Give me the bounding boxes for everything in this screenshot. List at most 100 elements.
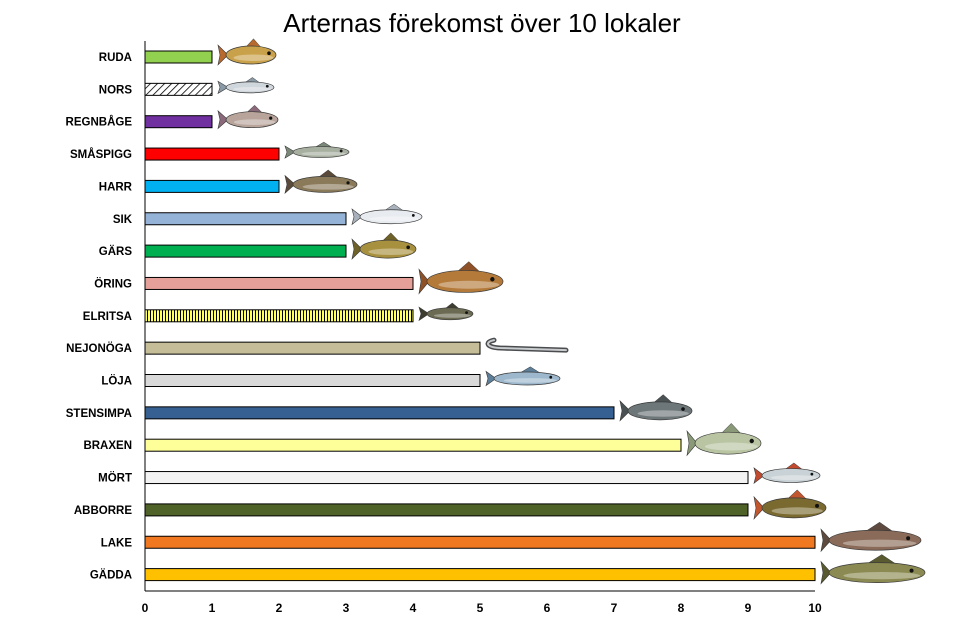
category-label: ELRITSA: [83, 311, 132, 323]
fish-eye: [339, 149, 343, 153]
bar-gädda: [144, 568, 816, 582]
fish-eye: [549, 375, 553, 379]
x-tick-label: 4: [410, 601, 417, 615]
bar-löja: [144, 374, 481, 387]
burbot-icon: [820, 521, 922, 553]
fish-eye: [346, 181, 350, 185]
bar-stensimpa: [144, 406, 615, 420]
fish-belly: [302, 183, 354, 190]
fish-body: [426, 307, 474, 321]
fish-eye: [265, 84, 269, 88]
x-tick-labels: 0 1 2 3 4 5 6 7 8 9 10: [142, 601, 822, 615]
fish-body: [493, 371, 561, 386]
ruffe-icon: [351, 232, 417, 260]
fish-body: [828, 562, 926, 583]
fish-eye: [909, 568, 914, 573]
category-label: GÄRS: [99, 245, 133, 258]
fish-tail: [284, 145, 296, 159]
category-label: ÖRING: [94, 277, 132, 290]
fish-eye: [815, 503, 820, 508]
fish-belly: [770, 475, 818, 481]
category-label: NORS: [99, 84, 133, 96]
category-label: BRAXEN: [83, 440, 132, 452]
fish-belly: [704, 442, 758, 451]
bleak-icon: [485, 366, 561, 387]
fish-body: [761, 468, 821, 483]
bar-mört: [144, 471, 749, 485]
category-label: ABBORRE: [74, 505, 132, 517]
chart-title: Arternas förekomst över 10 lokaler: [283, 8, 681, 38]
x-tick-label: 2: [276, 601, 283, 615]
category-label: LAKE: [101, 537, 133, 549]
category-labels: RUDA NORS REGNBÅGE SMÅSPIGG HARR SIK GÄRS ÖRING…: [66, 52, 133, 582]
bar-elritsa: [144, 309, 414, 323]
fish-eye: [465, 311, 468, 314]
fish-tail: [217, 80, 229, 95]
fish-tail: [753, 467, 765, 485]
fish-tail: [217, 44, 229, 66]
bar-gärs: [144, 244, 347, 258]
bream-icon: [686, 423, 762, 457]
fish-tail: [686, 430, 698, 457]
whitefish-icon: [351, 203, 423, 226]
fish-tail: [418, 268, 430, 295]
perch-icon: [753, 489, 827, 520]
fish-belly: [842, 539, 917, 547]
fish-tail: [351, 238, 363, 260]
fish-body: [426, 270, 504, 293]
bar-harr: [144, 179, 280, 193]
x-tick-label: 9: [745, 601, 752, 615]
grayling-icon: [284, 169, 358, 195]
fish-belly: [233, 54, 274, 61]
category-label: MÖRT: [98, 472, 132, 485]
fish-eye: [267, 51, 271, 55]
fish-tail: [351, 208, 363, 226]
fish-body: [694, 431, 762, 455]
fish-body: [627, 401, 693, 421]
fish-eye: [906, 536, 911, 541]
x-tick-label: 6: [544, 601, 551, 615]
minnow-icon: [418, 302, 474, 322]
bar-regnbåge: [144, 115, 213, 129]
x-tick-label: 10: [808, 601, 822, 615]
fish-icons-layer: [217, 38, 926, 585]
fish-body: [292, 176, 358, 193]
category-label: GÄDDA: [90, 569, 132, 582]
rainbow-trout-icon: [217, 104, 279, 130]
crucian-carp-icon: [217, 38, 277, 66]
fish-belly: [637, 410, 689, 417]
fish-belly: [233, 119, 276, 125]
bar-sik: [144, 212, 347, 226]
category-label: SIK: [113, 214, 133, 226]
fish-belly: [368, 248, 414, 256]
lamprey-icon: [485, 337, 569, 353]
bar-småspigg: [144, 147, 280, 161]
smelt-icon: [217, 77, 275, 95]
category-label: REGNBÅGE: [66, 116, 133, 129]
fish-eye: [490, 277, 495, 282]
x-tick-label: 7: [611, 601, 618, 615]
x-tick-label: 0: [142, 601, 149, 615]
stickleback-icon: [284, 141, 350, 159]
category-label: NEJONÖGA: [66, 342, 132, 355]
x-tick-label: 1: [209, 601, 216, 615]
x-tick-label: 5: [477, 601, 484, 615]
fish-eye: [406, 245, 410, 250]
bar-ruda: [144, 50, 213, 64]
fish-belly: [301, 151, 347, 156]
fish-belly: [843, 572, 921, 580]
pike-icon: [820, 554, 926, 585]
fish-eye: [749, 438, 754, 444]
category-label: SMÅSPIGG: [70, 148, 132, 161]
fish-body: [359, 239, 417, 259]
fish-belly: [438, 280, 500, 289]
fish-body: [225, 45, 277, 65]
fish-belly: [503, 378, 557, 383]
bars-layer: [144, 50, 816, 582]
fish-eye: [269, 116, 273, 120]
x-tick-label: 3: [343, 601, 350, 615]
fish-tail: [284, 174, 296, 195]
bar-braxen: [144, 438, 682, 452]
roach-icon: [753, 462, 821, 485]
